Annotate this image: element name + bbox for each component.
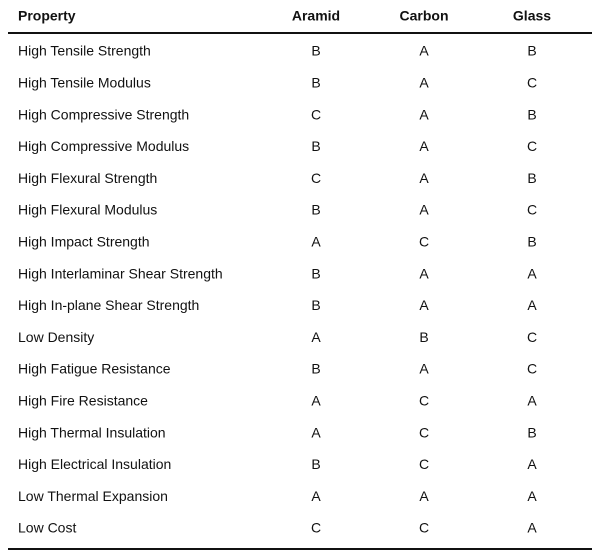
rating: A — [311, 234, 321, 250]
rating: B — [419, 329, 428, 345]
rating: A — [419, 106, 429, 122]
property-name: High Fire Resistance — [18, 393, 148, 409]
rating: A — [527, 297, 537, 313]
rating: C — [419, 456, 429, 472]
rating: B — [311, 75, 320, 91]
rating: B — [527, 43, 536, 59]
rating: C — [527, 138, 537, 154]
property-name: Low Thermal Expansion — [18, 488, 168, 504]
property-name: High Flexural Strength — [18, 170, 157, 186]
rating: A — [311, 488, 321, 504]
rating: B — [311, 202, 320, 218]
property-name: High Tensile Modulus — [18, 75, 151, 91]
property-name: High Impact Strength — [18, 234, 150, 250]
rating: A — [419, 75, 429, 91]
rating: B — [311, 297, 320, 313]
rating: C — [419, 234, 429, 250]
property-name: Low Density — [18, 329, 94, 345]
column-header: Carbon — [400, 8, 449, 24]
rating: A — [311, 424, 321, 440]
rating: B — [527, 106, 536, 122]
rating: B — [311, 361, 320, 377]
property-name: High Compressive Modulus — [18, 138, 189, 154]
property-name: Low Cost — [18, 520, 76, 536]
rating: A — [527, 456, 537, 472]
rating: A — [419, 170, 429, 186]
rating: C — [419, 424, 429, 440]
rating: B — [311, 43, 320, 59]
rating: C — [311, 170, 321, 186]
rating: A — [419, 488, 429, 504]
rating: C — [527, 361, 537, 377]
column-header: Aramid — [292, 8, 340, 24]
rating: C — [527, 75, 537, 91]
rating: A — [419, 297, 429, 313]
rating: B — [311, 138, 320, 154]
property-name: High Interlaminar Shear Strength — [18, 265, 223, 281]
rating: A — [419, 202, 429, 218]
rating: A — [311, 393, 321, 409]
rating: A — [419, 43, 429, 59]
rating: B — [311, 456, 320, 472]
property-name: High Tensile Strength — [18, 43, 151, 59]
rating: B — [527, 170, 536, 186]
rating: A — [419, 138, 429, 154]
property-name: High Flexural Modulus — [18, 202, 157, 218]
rating: C — [419, 520, 429, 536]
rating: A — [419, 265, 429, 281]
property-name: High Electrical Insulation — [18, 456, 171, 472]
column-header: Property — [18, 8, 76, 24]
rating: B — [311, 265, 320, 281]
property-name: High Fatigue Resistance — [18, 361, 171, 377]
property-name: High Thermal Insulation — [18, 424, 166, 440]
rating: A — [527, 520, 537, 536]
property-name: High Compressive Strength — [18, 106, 189, 122]
rating: C — [527, 329, 537, 345]
rating: A — [527, 265, 537, 281]
rating: A — [527, 393, 537, 409]
column-header: Glass — [513, 8, 551, 24]
rating: C — [311, 106, 321, 122]
rating: B — [527, 424, 536, 440]
rating: B — [527, 234, 536, 250]
rating: A — [527, 488, 537, 504]
rating: A — [419, 361, 429, 377]
rating: A — [311, 329, 321, 345]
rating: C — [419, 393, 429, 409]
rating: C — [527, 202, 537, 218]
property-name: High In-plane Shear Strength — [18, 297, 199, 313]
rating: C — [311, 520, 321, 536]
